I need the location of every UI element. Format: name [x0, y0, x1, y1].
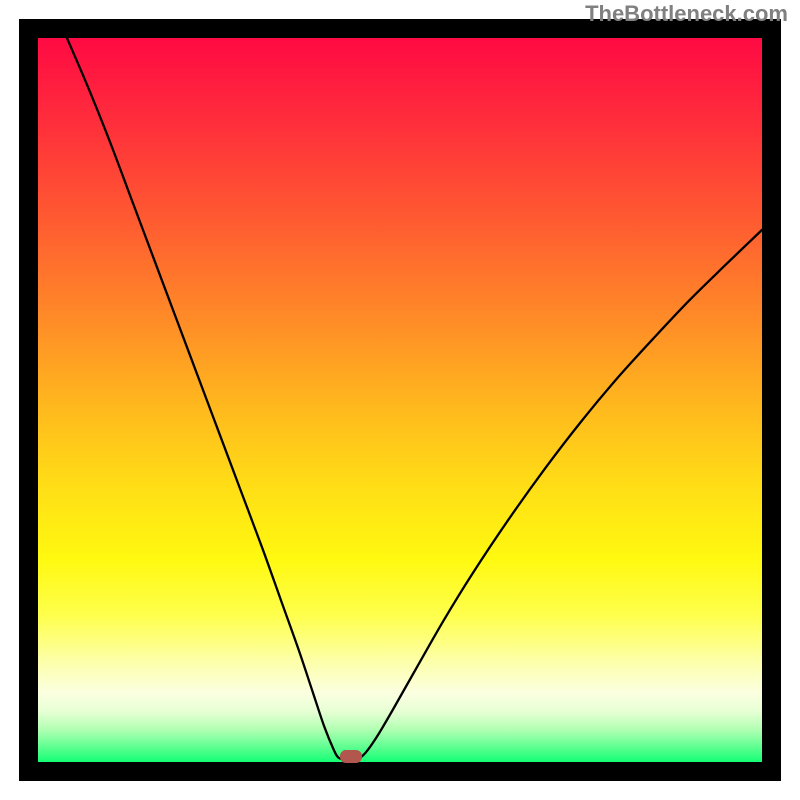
chart-stage: TheBottleneck.com [0, 0, 800, 800]
bottleneck-curve [38, 38, 762, 762]
watermark-text: TheBottleneck.com [585, 1, 788, 27]
optimal-marker [340, 750, 362, 763]
chart-frame [19, 19, 781, 781]
